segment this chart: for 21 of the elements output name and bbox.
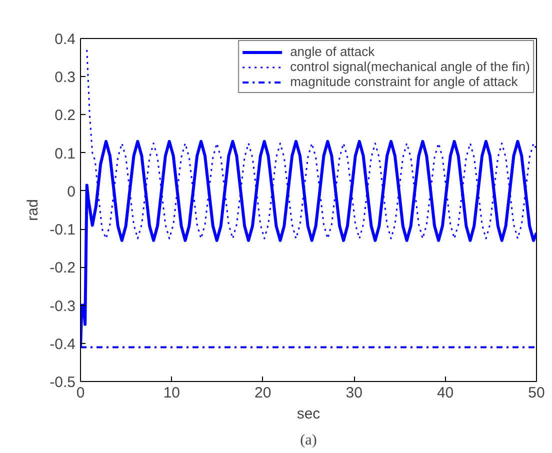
y-tick-label: 0.2 [54, 107, 76, 124]
y-tick-label: -0.3 [50, 298, 76, 315]
legend-label: angle of attack [290, 44, 375, 59]
y-axis-title: rad [24, 199, 42, 221]
x-tick-label: 50 [528, 384, 545, 402]
y-tick-label: 0.1 [54, 145, 76, 162]
x-tick-label: 10 [163, 384, 180, 402]
y-tick-label: -0.1 [50, 222, 76, 239]
y-tick-label: 0 [67, 183, 76, 200]
x-tick-label: 20 [254, 384, 272, 402]
x-axis-title: sec [296, 406, 321, 422]
text: (a) [300, 432, 317, 448]
legend-label: control signal(mechanical angle of the fin) [290, 59, 530, 74]
y-tick-label: -0.5 [50, 374, 76, 391]
y-tick-label: -0.2 [50, 260, 76, 277]
legend-label: magnitude constraint for angle of attack [290, 74, 518, 89]
x-tick-label: 40 [436, 384, 454, 402]
y-tick-label: 0.3 [54, 69, 76, 86]
y-tick-label: 0.4 [54, 31, 76, 48]
x-tick-label: 30 [346, 384, 362, 402]
y-tick-label: -0.4 [50, 336, 76, 353]
